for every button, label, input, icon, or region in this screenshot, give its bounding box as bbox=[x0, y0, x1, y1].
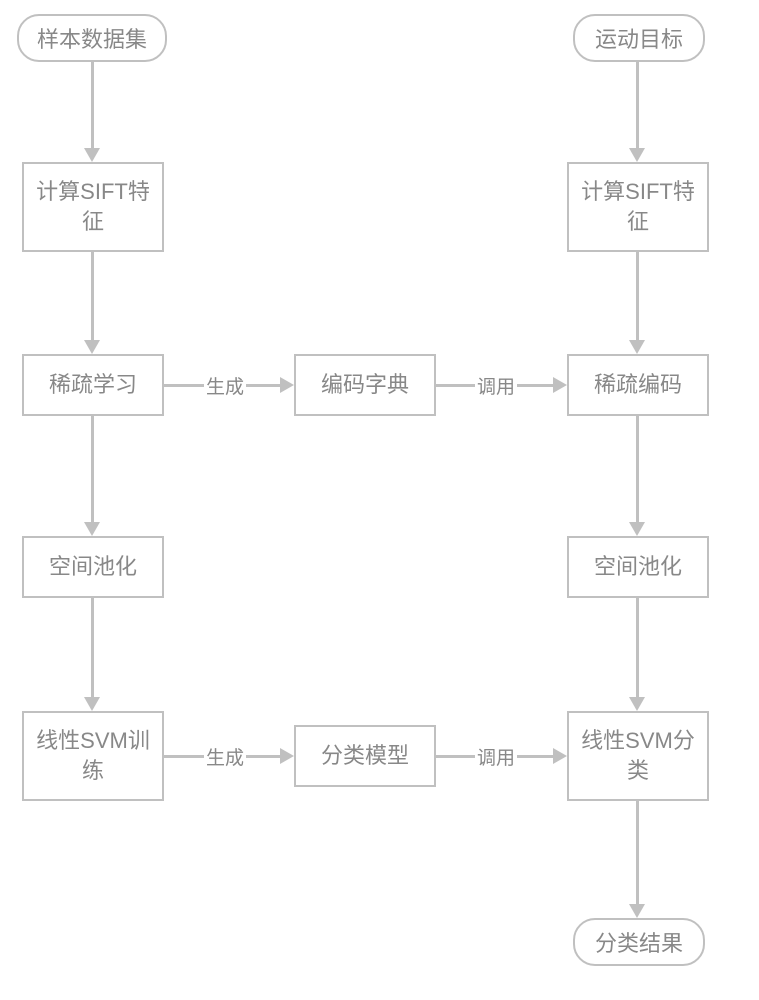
edge-e5-label: 生成 bbox=[204, 372, 246, 399]
edge-e7-head bbox=[84, 522, 100, 536]
edge-e6-label: 调用 bbox=[475, 372, 517, 399]
node-label: 编码字典 bbox=[321, 370, 409, 400]
node-dict: 编码字典 bbox=[294, 354, 436, 416]
node-label: 分类模型 bbox=[321, 741, 409, 771]
edge-e3-line bbox=[91, 252, 94, 340]
node-sift-left: 计算SIFT特 征 bbox=[22, 162, 164, 252]
node-label: 空间池化 bbox=[594, 552, 682, 582]
edge-e11-label: 生成 bbox=[204, 743, 246, 770]
edge-e5-head bbox=[280, 377, 294, 393]
edge-e10-head bbox=[629, 697, 645, 711]
edge-e9-head bbox=[84, 697, 100, 711]
edge-e4-line bbox=[636, 252, 639, 340]
edge-e12-label: 调用 bbox=[475, 743, 517, 770]
node-pool-right: 空间池化 bbox=[567, 536, 709, 598]
node-start-left: 样本数据集 bbox=[17, 14, 167, 62]
node-sift-right: 计算SIFT特 征 bbox=[567, 162, 709, 252]
node-model: 分类模型 bbox=[294, 725, 436, 787]
edge-e2-head bbox=[629, 148, 645, 162]
edge-e9-line bbox=[91, 598, 94, 697]
edge-e12-head bbox=[553, 748, 567, 764]
node-label: 线性SVM分 类 bbox=[581, 726, 695, 785]
edge-e8-line bbox=[636, 416, 639, 522]
edge-e6-head bbox=[553, 377, 567, 393]
edge-e2-line bbox=[636, 62, 639, 148]
node-label: 样本数据集 bbox=[37, 22, 147, 54]
node-label: 线性SVM训 练 bbox=[36, 726, 150, 785]
edge-e7-line bbox=[91, 416, 94, 522]
node-result: 分类结果 bbox=[573, 918, 705, 966]
node-label: 计算SIFT特 征 bbox=[581, 177, 695, 236]
node-sparse-code: 稀疏编码 bbox=[567, 354, 709, 416]
edge-e1-line bbox=[91, 62, 94, 148]
edge-e3-head bbox=[84, 340, 100, 354]
node-label: 分类结果 bbox=[595, 926, 683, 958]
node-svm-class: 线性SVM分 类 bbox=[567, 711, 709, 801]
node-svm-train: 线性SVM训 练 bbox=[22, 711, 164, 801]
edge-e4-head bbox=[629, 340, 645, 354]
node-label: 稀疏学习 bbox=[49, 370, 137, 400]
node-label: 空间池化 bbox=[49, 552, 137, 582]
node-label: 计算SIFT特 征 bbox=[36, 177, 150, 236]
node-sparse-learn: 稀疏学习 bbox=[22, 354, 164, 416]
edge-e8-head bbox=[629, 522, 645, 536]
edge-e10-line bbox=[636, 598, 639, 697]
node-label: 运动目标 bbox=[595, 22, 683, 54]
edge-e1-head bbox=[84, 148, 100, 162]
edge-e13-line bbox=[636, 801, 639, 904]
edge-e11-head bbox=[280, 748, 294, 764]
edge-e13-head bbox=[629, 904, 645, 918]
node-label: 稀疏编码 bbox=[594, 370, 682, 400]
node-pool-left: 空间池化 bbox=[22, 536, 164, 598]
node-start-right: 运动目标 bbox=[573, 14, 705, 62]
